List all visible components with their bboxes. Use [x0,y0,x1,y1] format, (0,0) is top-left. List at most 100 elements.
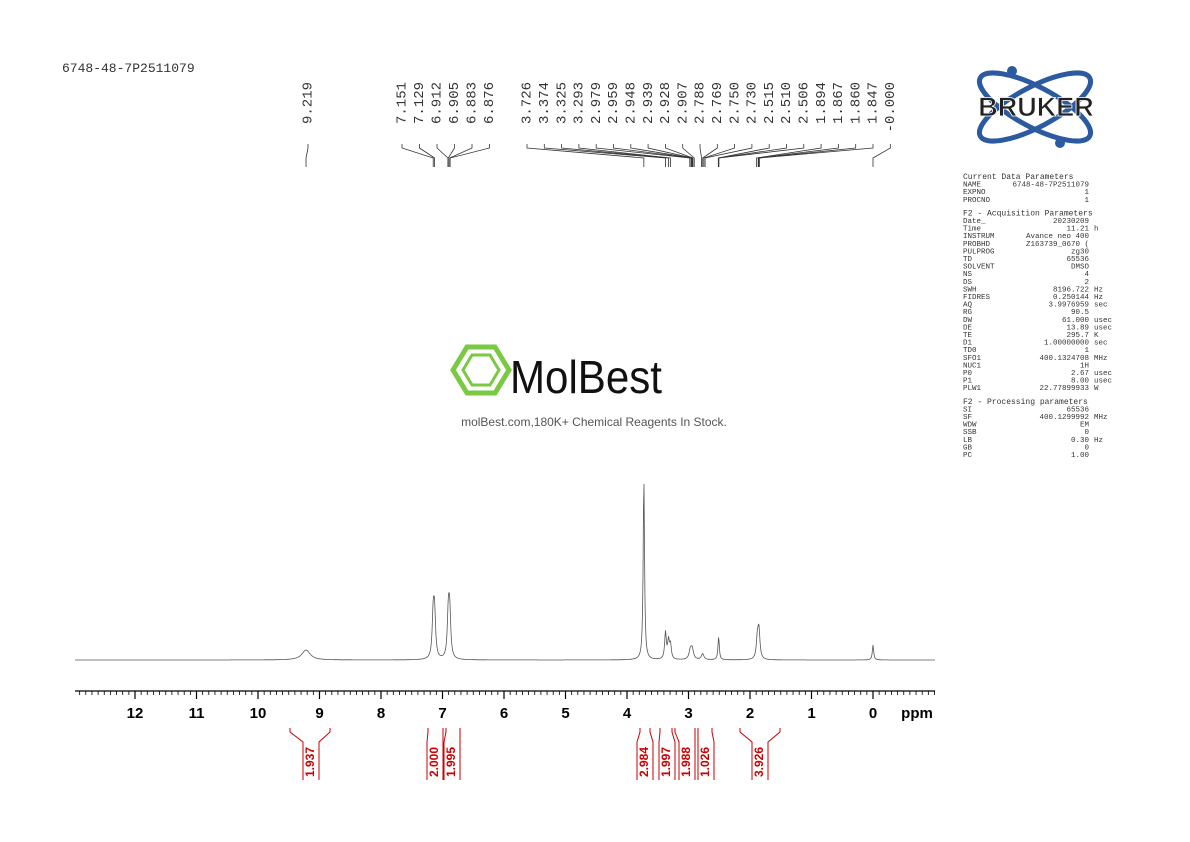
x-tick-label: 11 [189,705,205,722]
param-value: 22.77899933 [1039,385,1089,393]
peak-label: 2.730 [745,82,761,124]
param-key: PLW1 [963,385,982,393]
param-value: 400.1324708 [1039,355,1089,363]
peak-label: 7.129 [412,82,428,124]
param-unit: MHz [1094,414,1108,422]
peak-label: 2.750 [727,82,743,124]
sample-id: 6748-48-7P2511079 [62,61,195,76]
param-key: SWH [963,286,977,294]
peak-label: 2.979 [589,82,605,124]
integral-label: 1.937 [303,747,317,777]
param-unit: sec [1094,340,1108,348]
param-section-title: F2 - Processing parameters [963,398,1088,407]
logo-dot [1007,66,1017,76]
param-unit: sec [1094,302,1108,310]
peak-label: 2.948 [624,82,640,124]
param-value: 65536 [1066,256,1089,264]
param-value: 0.30 [1071,437,1090,445]
param-key: DE [963,324,973,332]
peak-connector [702,144,718,167]
bruker-logo: BRUKER [976,66,1094,148]
param-value: 1.00000000 [1044,340,1090,348]
param-unit: usec [1094,378,1112,386]
param-unit: Hz [1094,294,1103,302]
param-key: NUC1 [963,362,982,370]
param-value: 1 [1084,347,1089,355]
peak-label: 2.939 [641,82,657,124]
param-unit: Hz [1094,286,1103,294]
peak-connector [647,144,693,167]
param-value: 1 [1084,189,1089,197]
param-key: Time [963,226,981,234]
peak-label: 1.894 [814,82,830,124]
peak-label: -0.000 [883,82,899,132]
param-key: P0 [963,370,973,378]
peak-label: 7.151 [395,82,411,124]
param-value: zg30 [1071,248,1090,256]
param-key: WDW [963,422,977,430]
param-value: 400.1299992 [1039,414,1089,422]
x-tick-label: 2 [746,705,754,722]
param-key: Date_ [963,218,986,226]
integral-label: 1.026 [698,747,712,777]
param-value: 61.000 [1062,317,1090,325]
param-key: EXPNO [963,189,986,197]
peak-label: 6.905 [447,82,463,124]
peak-connector [703,144,735,167]
peak-connector [449,144,490,167]
param-key: FIDRES [963,294,991,302]
param-value: 0.250144 [1053,294,1090,302]
x-tick-label: 1 [807,705,815,722]
integral-bracket [636,728,654,780]
watermark-name: MolBest [510,351,662,403]
peak-label: 3.726 [520,82,536,124]
peak-label: 2.510 [779,82,795,124]
param-value: 11.21 [1066,226,1089,234]
x-tick-label: 5 [561,705,569,722]
peak-label: 3.293 [572,82,588,124]
param-key: LB [963,437,973,445]
param-value: 2.67 [1071,370,1089,378]
peak-connector [704,144,753,167]
param-key: NAME [963,182,982,190]
peak-label: 2.928 [658,82,674,124]
logo-orbit [976,70,1094,144]
param-value: 1H [1080,362,1089,370]
param-key: DS [963,279,973,287]
x-tick-label: 3 [684,705,692,722]
integral-label: 3.926 [752,747,766,777]
x-tick-label: 0 [869,705,877,722]
peak-connector [757,144,839,167]
peak-connector [872,144,891,167]
param-key: SOLVENT [963,264,995,272]
param-value: 8196.722 [1053,286,1089,294]
param-value: 90.5 [1071,309,1090,317]
param-section-title: Current Data Parameters [963,173,1074,182]
peak-label: 6.883 [465,82,481,124]
watermark: MolBest molBest.com,180K+ Chemical Reage… [450,344,727,429]
x-tick-label: 12 [127,705,144,722]
x-tick-label: 8 [377,705,385,722]
param-value: 6748-48-7P2511079 [1012,182,1089,190]
integral-bracket [658,728,676,780]
param-value: Avance neo 400 [1026,233,1090,241]
peak-connector [447,144,455,167]
peak-connector [759,144,874,167]
param-unit: K [1094,332,1099,340]
peak-connector [436,144,449,167]
param-value: 13.89 [1066,324,1089,332]
param-key: DW [963,317,973,325]
param-key: TD0 [963,347,977,355]
param-key: SFO1 [963,355,982,363]
peak-connector [630,144,693,167]
param-unit: MHz [1094,355,1108,363]
peak-label: 2.907 [675,82,691,124]
peak-label: 2.515 [762,82,778,124]
param-unit: h [1094,226,1099,234]
peak-label: 2.959 [606,82,622,124]
peak-connector [526,144,645,167]
peak-label: 6.876 [482,82,498,124]
logo-orbit [976,70,1094,144]
param-key: SSB [963,429,977,437]
